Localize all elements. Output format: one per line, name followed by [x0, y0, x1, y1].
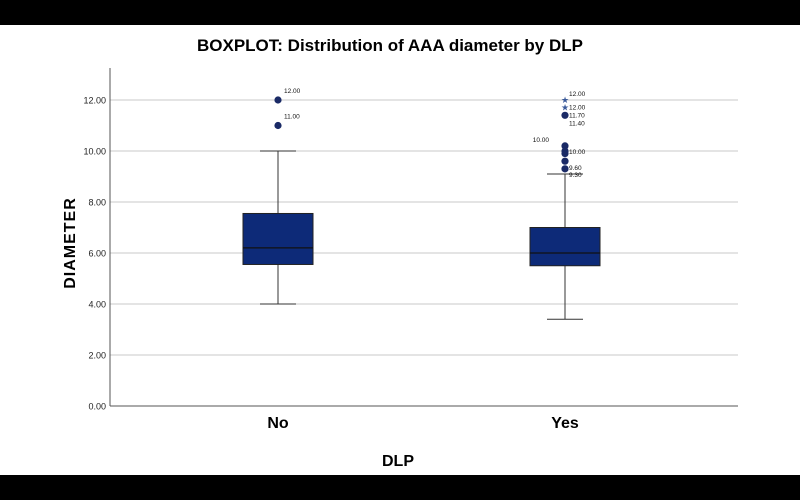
outlier-label: 12.00: [569, 91, 586, 98]
outlier-label: 9.30: [569, 172, 582, 179]
outlier-point: [274, 96, 282, 104]
outlier-point: [274, 121, 282, 130]
x-tick-label: No: [267, 415, 289, 432]
outlier-label: 10.00: [533, 137, 550, 144]
y-tick-label: 6.00: [88, 249, 106, 259]
chart-title: BOXPLOT: Distribution of AAA diameter by…: [197, 36, 583, 55]
outlier-star: ★: [561, 95, 569, 105]
outlier-point: [561, 142, 569, 150]
box: [242, 212, 314, 265]
y-tick-label: 10.00: [83, 147, 106, 157]
outlier-label: 12.00: [284, 88, 301, 95]
y-tick-label: 4.00: [88, 300, 106, 310]
x-tick-label: Yes: [551, 415, 579, 432]
outlier-label: 9.60: [569, 165, 582, 172]
outlier-point: [561, 111, 569, 119]
outlier-star: ★: [561, 103, 569, 113]
outlier-point: [561, 157, 569, 165]
y-tick-label: 2.00: [88, 351, 106, 361]
y-tick-label: 12.00: [83, 96, 106, 106]
x-axis-label: DLP: [382, 453, 414, 470]
box: [529, 227, 601, 267]
outlier-point: [561, 165, 569, 173]
outlier-label: 11.40: [569, 120, 585, 127]
outlier-point: [561, 149, 569, 158]
outlier-label: 11.70: [569, 112, 585, 119]
y-tick-label: 0.00: [88, 402, 106, 412]
outlier-label: 11.00: [284, 114, 300, 121]
y-tick-label: 8.00: [88, 198, 106, 208]
outlier-label: 10.00: [569, 149, 586, 156]
outlier-label: 12.00: [569, 105, 586, 112]
